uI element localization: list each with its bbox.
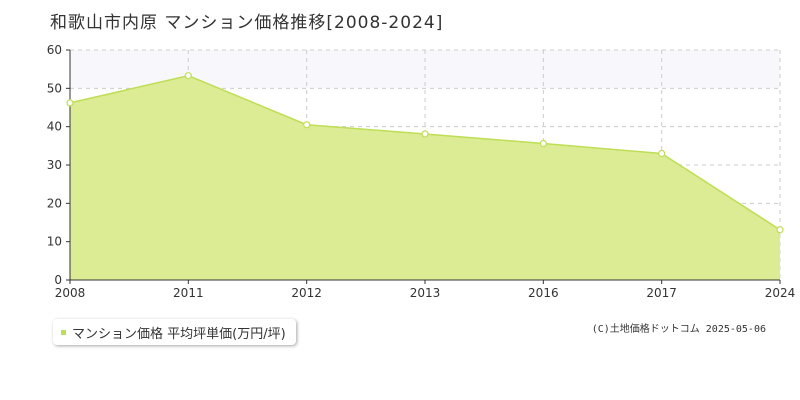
legend-label: マンション価格 平均坪単価(万円/坪)	[72, 326, 286, 342]
x-tick-label: 2017	[646, 286, 677, 300]
data-point-2011	[184, 72, 192, 80]
data-point-2017	[658, 149, 666, 158]
y-tick-labels: 0 10 20 30 40 50 60	[47, 43, 62, 287]
legend-marker-icon	[61, 329, 66, 335]
y-tick-label: 10	[47, 235, 62, 249]
x-tick-label: 2011	[173, 286, 204, 300]
legend: マンション価格 平均坪単価(万円/坪)	[53, 319, 296, 345]
data-point-2012	[303, 121, 311, 129]
x-tick-label: 2008	[55, 286, 86, 300]
y-tick-label: 40	[47, 120, 62, 134]
page-title: 和歌山市内原 マンション価格推移[2008-2024]	[50, 13, 444, 33]
y-tick-label: 60	[47, 43, 62, 57]
data-point-2008	[66, 99, 74, 107]
data-point-2013	[421, 130, 429, 138]
series-area	[70, 75, 780, 280]
x-tick-label: 2024	[765, 286, 796, 300]
y-tick-label: 50	[47, 81, 62, 95]
x-tick-label: 2013	[410, 286, 441, 300]
credit-text: (C)土地価格ドットコム 2025-05-06	[591, 324, 766, 335]
data-point-2016	[539, 139, 547, 148]
data-points	[66, 72, 784, 234]
y-tick-label: 20	[47, 196, 62, 210]
x-tick-label: 2016	[528, 286, 559, 300]
y-tick-label: 0	[54, 273, 62, 287]
axes	[66, 49, 781, 284]
x-tick-label: 2012	[291, 286, 322, 300]
y-tick-label: 30	[47, 158, 62, 172]
data-point-2024	[776, 226, 784, 234]
x-tick-labels: 2008 2011 2012 2013 2016 2017 2024	[55, 286, 796, 300]
